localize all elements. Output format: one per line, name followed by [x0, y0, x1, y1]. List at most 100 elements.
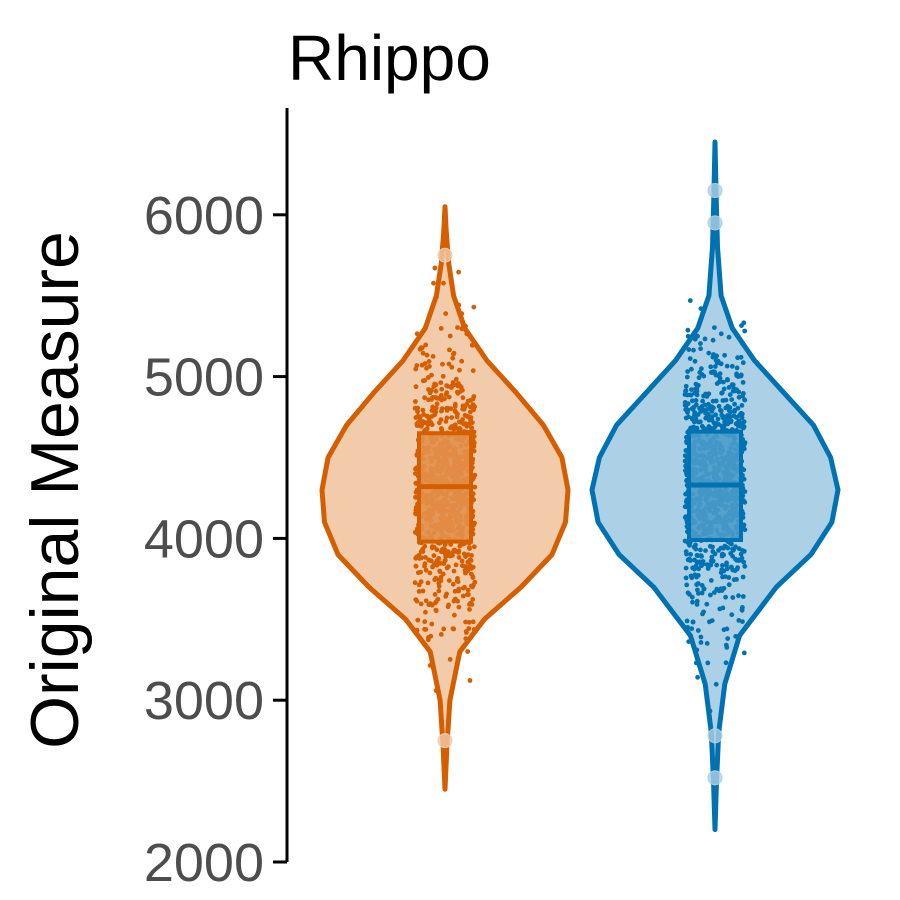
data-point: [423, 609, 428, 615]
data-point: [447, 347, 452, 353]
data-point: [463, 323, 468, 329]
data-point: [712, 424, 718, 429]
data-point: [452, 588, 458, 594]
outlier-point: [707, 728, 723, 744]
data-point: [426, 359, 432, 364]
data-point: [420, 378, 426, 384]
data-point: [686, 639, 692, 644]
data-point: [427, 663, 433, 668]
data-point: [726, 334, 732, 340]
data-point: [413, 597, 419, 602]
data-point: [447, 657, 453, 662]
data-point: [470, 420, 475, 425]
data-point: [716, 548, 721, 553]
data-point: [433, 394, 438, 400]
data-point: [710, 544, 715, 550]
data-point: [739, 403, 745, 408]
data-point: [464, 402, 470, 407]
data-point: [740, 594, 746, 599]
data-point: [470, 574, 476, 580]
outlier-point: [437, 733, 453, 749]
data-point: [690, 599, 695, 605]
data-point: [441, 280, 446, 286]
data-point: [694, 388, 700, 394]
data-point: [413, 629, 418, 635]
data-point: [736, 618, 742, 623]
data-point: [690, 415, 696, 421]
data-point: [422, 626, 427, 632]
data-point: [472, 579, 478, 585]
data-point: [699, 366, 704, 372]
data-point: [452, 612, 457, 618]
data-point: [685, 625, 691, 630]
data-point: [437, 568, 443, 574]
data-point: [436, 581, 442, 586]
data-point: [738, 373, 744, 379]
outlier-point: [707, 183, 723, 199]
data-point: [738, 557, 744, 562]
data-point: [444, 591, 449, 597]
data-point: [698, 306, 704, 311]
data-point: [724, 363, 730, 369]
data-point: [414, 421, 420, 427]
data-point: [418, 601, 424, 607]
data-point: [714, 353, 719, 359]
data-point: [457, 426, 463, 432]
data-point: [691, 404, 697, 410]
data-point: [725, 413, 730, 418]
data-point: [705, 412, 711, 417]
data-point: [701, 609, 706, 615]
data-point: [683, 565, 689, 571]
data-point: [429, 602, 435, 608]
data-point: [434, 547, 440, 553]
data-point: [413, 555, 419, 561]
data-point: [698, 553, 704, 558]
data-point: [698, 341, 703, 346]
data-point: [463, 629, 469, 634]
data-point: [459, 311, 465, 317]
data-point: [739, 323, 744, 328]
data-point: [688, 573, 694, 579]
data-point: [456, 302, 462, 308]
data-point: [467, 607, 472, 612]
data-point: [736, 593, 741, 599]
data-point: [742, 489, 748, 494]
data-point: [707, 708, 713, 714]
y-tick-label: 6000: [144, 186, 264, 246]
data-point: [418, 549, 424, 554]
data-point: [694, 582, 700, 587]
data-point: [729, 382, 735, 388]
data-point: [446, 361, 452, 367]
data-point: [735, 565, 740, 571]
data-point: [414, 331, 420, 337]
data-point: [740, 380, 746, 385]
data-point: [726, 385, 732, 390]
data-point: [430, 564, 435, 570]
data-point: [456, 269, 461, 275]
data-point: [720, 605, 726, 611]
data-point: [466, 592, 471, 597]
data-point: [741, 548, 747, 554]
violin-group-1: [319, 204, 571, 792]
data-point: [739, 607, 745, 613]
data-point: [719, 567, 725, 573]
data-point: [708, 578, 714, 583]
data-point: [685, 407, 691, 413]
data-point: [452, 422, 458, 428]
data-point: [413, 399, 418, 404]
data-point: [695, 587, 700, 593]
data-point: [691, 424, 697, 430]
data-point: [419, 362, 425, 368]
data-point: [455, 655, 461, 661]
data-point: [706, 424, 712, 429]
chart-title: Rhippo: [288, 22, 491, 94]
data-point: [434, 558, 440, 564]
data-point: [429, 621, 435, 627]
data-point: [431, 280, 436, 286]
data-point: [703, 548, 708, 553]
data-point: [465, 559, 471, 565]
data-point: [471, 440, 477, 446]
data-point: [456, 548, 462, 554]
data-point: [427, 558, 433, 563]
data-point: [741, 650, 747, 656]
